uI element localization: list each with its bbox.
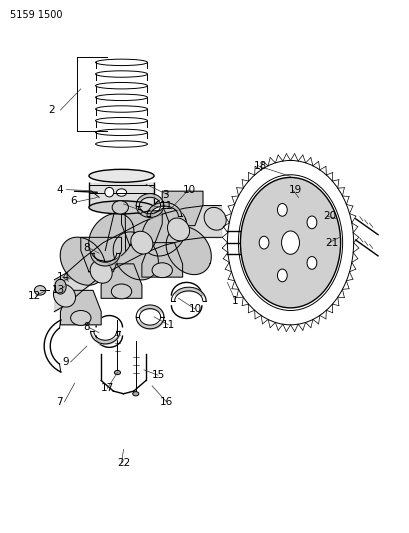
Ellipse shape <box>90 261 112 283</box>
Polygon shape <box>101 264 142 298</box>
Ellipse shape <box>167 218 189 241</box>
Text: 12: 12 <box>28 290 41 301</box>
Text: 18: 18 <box>253 161 267 171</box>
Ellipse shape <box>89 169 154 182</box>
Text: 9: 9 <box>62 357 69 367</box>
Text: 17: 17 <box>101 383 114 393</box>
Ellipse shape <box>204 207 226 230</box>
Text: 16: 16 <box>160 397 173 407</box>
Text: 8: 8 <box>83 243 89 253</box>
Polygon shape <box>81 237 121 272</box>
Text: 21: 21 <box>324 238 337 248</box>
Text: 10: 10 <box>188 304 201 314</box>
Circle shape <box>54 279 66 294</box>
Polygon shape <box>113 232 158 280</box>
Text: 1: 1 <box>231 296 238 306</box>
Ellipse shape <box>89 201 154 214</box>
Polygon shape <box>60 290 101 325</box>
Text: 14: 14 <box>56 272 70 282</box>
Circle shape <box>306 216 316 229</box>
Text: 8: 8 <box>83 322 89 333</box>
Text: 5159 1500: 5159 1500 <box>9 10 62 20</box>
Polygon shape <box>142 243 182 277</box>
Polygon shape <box>89 213 134 261</box>
Polygon shape <box>162 191 202 225</box>
Circle shape <box>277 269 287 282</box>
Ellipse shape <box>53 284 75 307</box>
Ellipse shape <box>152 263 172 278</box>
Text: 13: 13 <box>52 285 65 295</box>
Text: 6: 6 <box>70 196 77 206</box>
Text: 5: 5 <box>135 206 142 216</box>
Text: 2: 2 <box>48 105 55 115</box>
Text: 22: 22 <box>117 458 130 467</box>
Text: 10: 10 <box>182 184 195 195</box>
Text: 20: 20 <box>322 211 335 221</box>
Polygon shape <box>89 182 154 207</box>
Circle shape <box>281 231 299 254</box>
Text: 11: 11 <box>162 320 175 330</box>
Text: 15: 15 <box>152 370 165 380</box>
Circle shape <box>240 177 340 308</box>
Ellipse shape <box>111 284 131 299</box>
Ellipse shape <box>34 286 46 295</box>
Circle shape <box>277 204 287 216</box>
Text: 19: 19 <box>288 184 301 195</box>
Polygon shape <box>166 227 211 274</box>
Polygon shape <box>60 237 105 285</box>
Text: 3: 3 <box>162 190 169 200</box>
Circle shape <box>306 256 316 269</box>
Text: 7: 7 <box>56 397 63 407</box>
Text: 11: 11 <box>160 200 173 211</box>
Ellipse shape <box>130 231 153 254</box>
Polygon shape <box>142 208 187 256</box>
Ellipse shape <box>112 201 128 214</box>
Text: 4: 4 <box>56 184 63 195</box>
Ellipse shape <box>133 392 139 396</box>
Ellipse shape <box>105 188 114 197</box>
Circle shape <box>258 236 268 249</box>
Ellipse shape <box>70 311 91 325</box>
Ellipse shape <box>114 370 120 375</box>
Polygon shape <box>121 211 162 245</box>
Ellipse shape <box>116 189 126 196</box>
